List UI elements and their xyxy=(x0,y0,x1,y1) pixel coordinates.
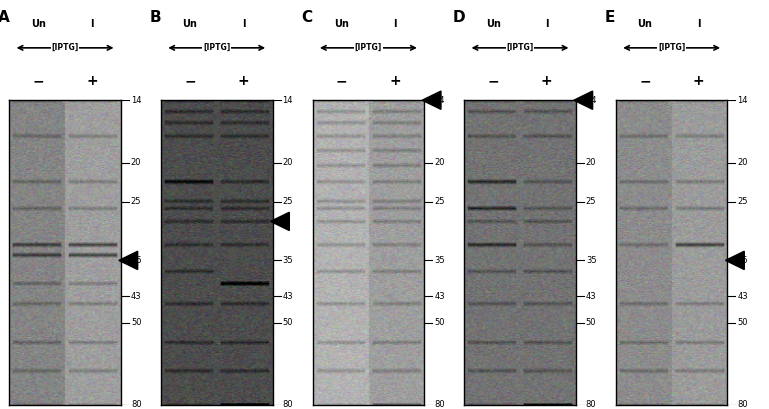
Text: 35: 35 xyxy=(131,256,141,265)
Text: Un: Un xyxy=(334,18,349,29)
Text: 20: 20 xyxy=(434,158,444,167)
Text: +: + xyxy=(238,74,249,88)
Text: 25: 25 xyxy=(586,197,596,206)
Text: −: − xyxy=(488,74,499,88)
Text: I: I xyxy=(90,18,94,29)
Text: 50: 50 xyxy=(131,318,141,327)
Text: Un: Un xyxy=(638,18,652,29)
Text: 20: 20 xyxy=(586,158,596,167)
Text: E: E xyxy=(604,10,615,25)
Text: 20: 20 xyxy=(282,158,293,167)
Text: 50: 50 xyxy=(586,318,596,327)
Text: 80: 80 xyxy=(131,400,141,409)
Text: [IPTG]: [IPTG] xyxy=(658,43,685,52)
Text: 50: 50 xyxy=(434,318,444,327)
Text: 43: 43 xyxy=(282,292,293,301)
Text: 43: 43 xyxy=(586,292,597,301)
Text: [IPTG]: [IPTG] xyxy=(355,43,382,52)
Text: 43: 43 xyxy=(131,292,141,301)
Text: 14: 14 xyxy=(586,96,596,105)
Text: 43: 43 xyxy=(434,292,444,301)
Text: 25: 25 xyxy=(131,197,141,206)
Text: 14: 14 xyxy=(737,96,748,105)
Text: +: + xyxy=(541,74,553,88)
Text: [IPTG]: [IPTG] xyxy=(506,43,534,52)
Text: 50: 50 xyxy=(282,318,293,327)
Text: B: B xyxy=(150,10,161,25)
Text: 14: 14 xyxy=(282,96,293,105)
Text: D: D xyxy=(453,10,465,25)
Text: I: I xyxy=(697,18,701,29)
Polygon shape xyxy=(271,212,289,231)
Text: 25: 25 xyxy=(434,197,444,206)
Text: I: I xyxy=(241,18,245,29)
Polygon shape xyxy=(119,251,138,270)
Text: −: − xyxy=(639,74,651,88)
Text: Un: Un xyxy=(486,18,501,29)
Text: 35: 35 xyxy=(586,256,597,265)
Text: +: + xyxy=(389,74,401,88)
Text: 43: 43 xyxy=(737,292,748,301)
Text: 25: 25 xyxy=(282,197,293,206)
Text: −: − xyxy=(184,74,196,88)
Polygon shape xyxy=(422,91,441,109)
Text: 50: 50 xyxy=(737,318,748,327)
Text: −: − xyxy=(32,74,44,88)
Text: 14: 14 xyxy=(434,96,444,105)
Text: 80: 80 xyxy=(737,400,748,409)
Text: C: C xyxy=(301,10,312,25)
Text: +: + xyxy=(86,74,98,88)
Text: 20: 20 xyxy=(131,158,141,167)
Text: I: I xyxy=(545,18,548,29)
Polygon shape xyxy=(725,251,744,270)
Text: 80: 80 xyxy=(434,400,444,409)
Text: [IPTG]: [IPTG] xyxy=(52,43,78,52)
Polygon shape xyxy=(574,91,593,109)
Text: Un: Un xyxy=(31,18,45,29)
Text: 80: 80 xyxy=(586,400,597,409)
Text: Un: Un xyxy=(182,18,198,29)
Text: 35: 35 xyxy=(434,256,444,265)
Text: 80: 80 xyxy=(282,400,293,409)
Text: A: A xyxy=(0,10,10,25)
Text: −: − xyxy=(336,74,348,88)
Text: [IPTG]: [IPTG] xyxy=(203,43,231,52)
Text: I: I xyxy=(394,18,397,29)
Text: +: + xyxy=(693,74,704,88)
Text: 35: 35 xyxy=(737,256,748,265)
Text: 25: 25 xyxy=(737,197,748,206)
Text: 20: 20 xyxy=(737,158,748,167)
Text: 14: 14 xyxy=(131,96,141,105)
Text: 35: 35 xyxy=(282,256,293,265)
